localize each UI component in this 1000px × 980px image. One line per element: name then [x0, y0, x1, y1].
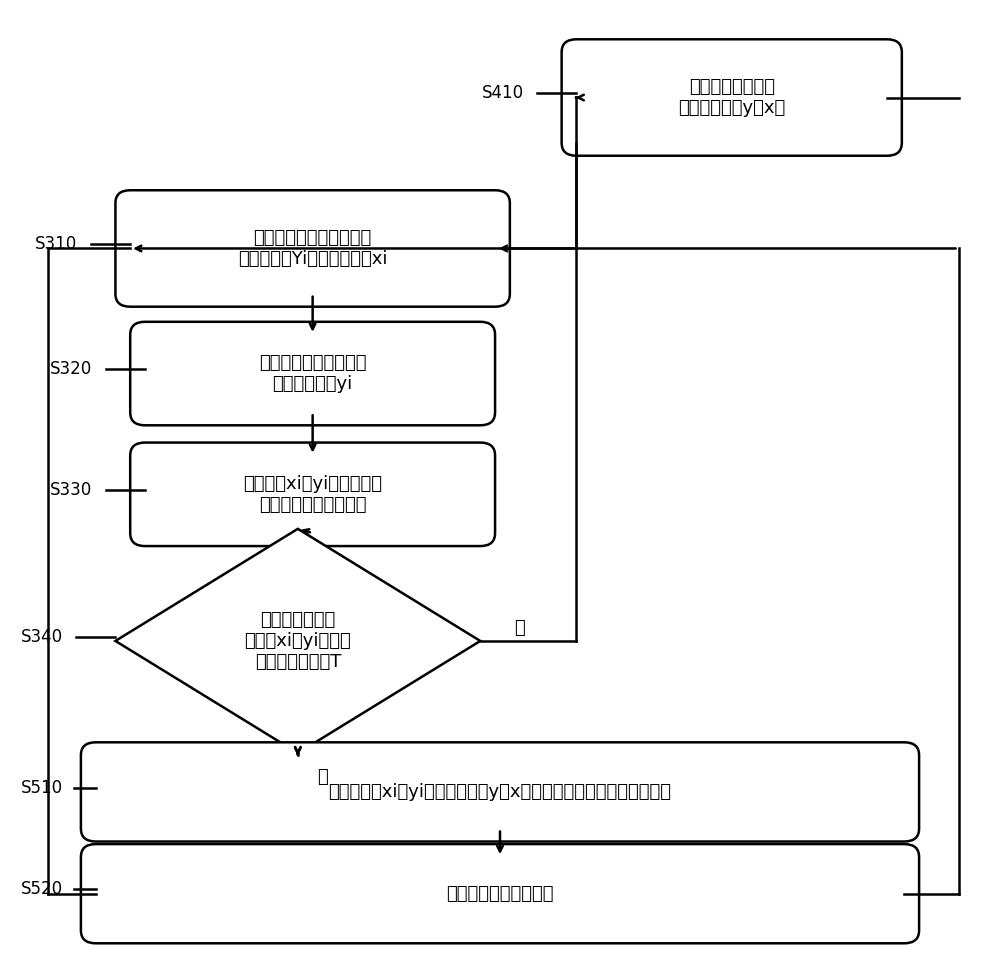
- FancyBboxPatch shape: [130, 321, 495, 425]
- FancyBboxPatch shape: [562, 39, 902, 156]
- Text: S510: S510: [20, 778, 63, 797]
- Text: 采集实际工作过程中的
实际球管电流yi: 采集实际工作过程中的 实际球管电流yi: [259, 354, 366, 393]
- Text: 对初始曲线分段地
建立数据模型y（x）: 对初始曲线分段地 建立数据模型y（x）: [678, 78, 785, 117]
- Text: 基于初始曲线和目标设置
的球管电流Yi确定灯丝电流xi: 基于初始曲线和目标设置 的球管电流Yi确定灯丝电流xi: [238, 229, 387, 268]
- FancyBboxPatch shape: [115, 190, 510, 307]
- Text: S410: S410: [481, 84, 524, 102]
- Text: 否: 否: [317, 768, 328, 786]
- FancyBboxPatch shape: [81, 742, 919, 842]
- Polygon shape: [115, 529, 480, 753]
- FancyBboxPatch shape: [130, 443, 495, 546]
- Text: S310: S310: [35, 235, 77, 253]
- Text: 将数据（xi，yi）按照球管
高压参数进行分组归类: 将数据（xi，yi）按照球管 高压参数进行分组归类: [243, 475, 382, 514]
- Text: S330: S330: [50, 481, 92, 499]
- Text: 是: 是: [514, 619, 525, 637]
- Text: 基于数据（xi，yi）和数据模型y（x）更新初始曲线以得到更新曲线: 基于数据（xi，yi）和数据模型y（x）更新初始曲线以得到更新曲线: [328, 783, 672, 801]
- Text: 某分组归类下的
数据（xi，yi）个数
是否小于或等于T: 某分组归类下的 数据（xi，yi）个数 是否小于或等于T: [244, 612, 351, 670]
- FancyBboxPatch shape: [81, 844, 919, 944]
- Text: S340: S340: [20, 627, 63, 646]
- Text: S320: S320: [50, 361, 92, 378]
- Text: 更新曲线作为初始曲线: 更新曲线作为初始曲线: [446, 885, 554, 903]
- Text: S520: S520: [20, 880, 63, 899]
